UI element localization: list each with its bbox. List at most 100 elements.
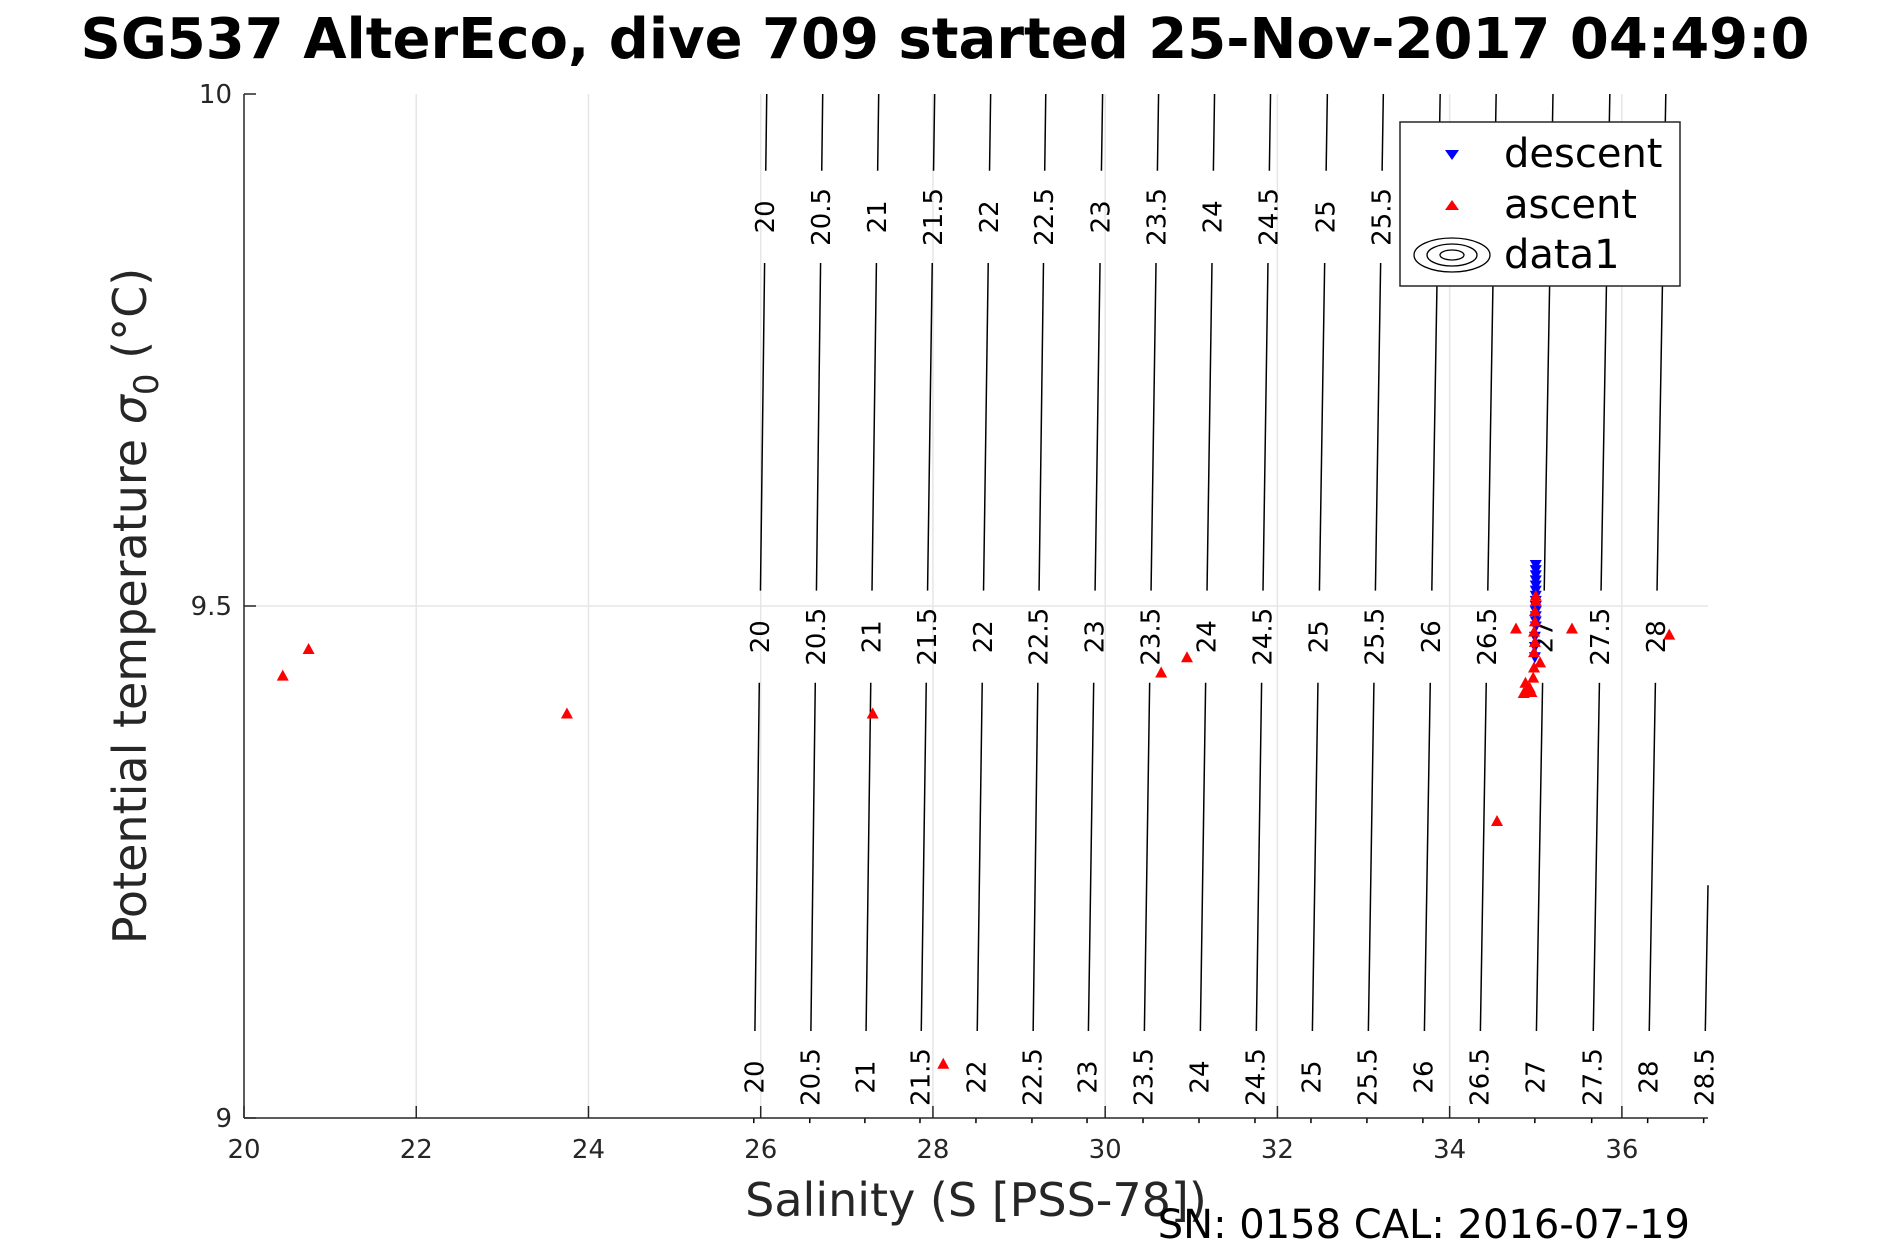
contour-label: 21	[857, 620, 887, 653]
ascent-point	[866, 707, 879, 719]
contour-line-segment	[1592, 682, 1601, 1031]
contour-line-segment	[1268, 93, 1272, 171]
ascent-point	[1527, 671, 1540, 683]
contour-label: 22	[963, 1060, 993, 1093]
contour-label: 23.5	[1136, 608, 1166, 666]
x-tick-label: 20	[227, 1135, 260, 1165]
contour-label: 28	[1634, 1060, 1664, 1093]
data-points	[276, 560, 1676, 1069]
contour-line-segment	[1367, 682, 1375, 1031]
contour-label: 23.5	[1143, 188, 1173, 246]
x-tick-label: 26	[744, 1135, 777, 1165]
contour-label: 22	[975, 200, 1005, 233]
contour-line-segment	[1318, 262, 1326, 591]
contour-label: 27.5	[1578, 1048, 1608, 1106]
ascent-point	[1565, 622, 1578, 634]
serial-calibration-footer: SN: 0158 CAL: 2016-07-19	[1158, 1202, 1690, 1248]
x-tick-label: 34	[1433, 1135, 1466, 1165]
contour-line-segment	[1255, 682, 1263, 1031]
ascent-point	[937, 1057, 950, 1069]
contour-label: 24	[1192, 620, 1222, 653]
contour-label: 21	[863, 200, 893, 233]
contour-label: 26	[1417, 620, 1447, 653]
ascent-point	[1528, 615, 1541, 627]
ascent-point	[560, 707, 573, 719]
contour-line-segment	[1656, 262, 1664, 591]
ascent-point	[1529, 589, 1542, 601]
legend-data1-label: data1	[1504, 232, 1620, 278]
ascent-point	[302, 643, 315, 655]
x-tick-label: 32	[1261, 1135, 1294, 1165]
contour-line-segment	[810, 682, 817, 1031]
contour-line-segment	[1704, 885, 1709, 1031]
y-tick-label: 9	[215, 1104, 232, 1134]
contour-label: 25	[1298, 1060, 1328, 1093]
contour-label: 24.5	[1255, 188, 1285, 246]
contour-line-segment	[982, 262, 989, 591]
y-axis-label: Potential temperature σ0 (°C)	[103, 268, 167, 944]
contour-label: 25.5	[1367, 188, 1397, 246]
contour-label: 20.5	[802, 608, 832, 666]
ascent-point	[1663, 628, 1676, 640]
contour-line-segment	[1431, 262, 1439, 591]
ascent-point	[1528, 646, 1541, 658]
contour-label: 20	[751, 200, 781, 233]
legend-ascent-marker	[1445, 200, 1459, 210]
contour-label: 22.5	[1024, 608, 1054, 666]
contour-label: 20.5	[796, 1048, 826, 1106]
contour-label: 20	[740, 1060, 770, 1093]
contour-line-segment	[876, 93, 880, 171]
tick-labels: 20 22 24 26 28 30 32 34 36 9 9.5 10	[191, 80, 1639, 1165]
ascent-point	[1528, 625, 1541, 637]
legend-box	[1399, 121, 1681, 287]
y-axis-label-sigma: σ	[103, 393, 157, 424]
ascent-point	[1528, 661, 1541, 673]
contour-label: 22.5	[1030, 188, 1060, 246]
x-tick-label: 30	[1089, 1135, 1122, 1165]
contour-label: 24	[1186, 1060, 1216, 1093]
contour-line-segment	[926, 262, 933, 591]
legend-descent-label: descent	[1504, 131, 1662, 177]
y-axis-label-subscript: 0	[127, 373, 167, 395]
contour-label: 23	[1087, 200, 1117, 233]
axes	[243, 93, 1708, 1119]
contour-label: 21.5	[913, 608, 943, 666]
contour-line-segment	[988, 93, 992, 171]
contour-line-segment	[1262, 262, 1269, 591]
contour-label: 27	[1522, 1060, 1552, 1093]
contour-label: 25	[1305, 620, 1335, 653]
contour-line-segment	[1311, 682, 1319, 1031]
contour-line-segment	[820, 93, 824, 171]
contour-line-segment	[754, 682, 761, 1031]
contour-line-segment	[1094, 262, 1101, 591]
legend-ascent-label: ascent	[1504, 182, 1637, 228]
x-tick-label: 22	[400, 1135, 433, 1165]
contour-line-segment	[1600, 262, 1608, 591]
contour-line-segment	[1325, 93, 1329, 171]
contour-label: 20	[746, 620, 776, 653]
contour-line-segment	[1032, 682, 1039, 1031]
legend-descent-marker	[1445, 150, 1459, 160]
contour-label: 23	[1074, 1060, 1104, 1093]
contour-line-segment	[1038, 262, 1045, 591]
ascent-point	[1509, 622, 1522, 634]
ascent-point	[1491, 815, 1504, 827]
contour-line-segment	[1043, 93, 1047, 171]
contour-line-segment	[1648, 682, 1657, 1031]
contour-label: 27.5	[1586, 608, 1616, 666]
x-tick-label: 24	[572, 1135, 605, 1165]
legend-data1-contour-icon	[1413, 237, 1491, 273]
contour-line-segment	[871, 262, 878, 591]
ascent-point	[1180, 651, 1193, 663]
x-tick-label: 28	[916, 1135, 949, 1165]
contour-label: 21.5	[919, 188, 949, 246]
contour-line-segment	[1381, 93, 1385, 171]
y-axis-label-main: Potential temperature	[103, 424, 157, 944]
contour-label: 24	[1199, 200, 1229, 233]
contour-line-segment	[1206, 262, 1213, 591]
contour-line-segment	[1543, 262, 1551, 591]
contour-line-segment	[932, 93, 936, 171]
contour-label: 22.5	[1019, 1048, 1049, 1106]
contour-label: 24.5	[1248, 608, 1278, 666]
